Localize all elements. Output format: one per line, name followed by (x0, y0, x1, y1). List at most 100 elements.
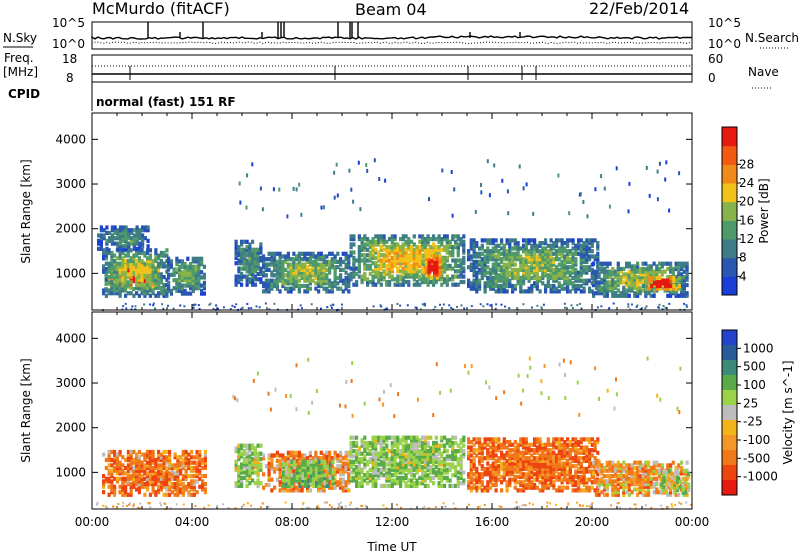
data-cell (489, 472, 493, 477)
data-cell (344, 464, 348, 469)
data-cell (355, 457, 359, 462)
data-cell (339, 259, 343, 264)
data-cell (502, 275, 506, 281)
data-cell (560, 259, 564, 264)
data-cell (393, 462, 397, 467)
data-cell (278, 275, 282, 281)
data-cell (594, 275, 598, 280)
data-cell (655, 286, 659, 291)
data-cell (175, 280, 179, 285)
data-cell (253, 255, 257, 260)
data-cell (267, 453, 271, 458)
data-cell (178, 272, 182, 277)
data-cell (363, 478, 367, 483)
data-cell (451, 253, 455, 258)
data-cell (508, 254, 512, 259)
data-cell (489, 477, 493, 482)
data-cell (355, 470, 359, 475)
data-cell (374, 239, 378, 244)
data-cell (322, 453, 326, 458)
data-cell (320, 475, 324, 480)
data-cell (197, 278, 201, 283)
data-cell (682, 269, 686, 274)
data-cell (508, 458, 512, 463)
data-cell (511, 259, 515, 264)
data-cell (336, 480, 340, 485)
data-cell (462, 481, 466, 486)
data-cell (140, 484, 144, 489)
data-cell (519, 281, 523, 286)
data-cell (303, 273, 307, 278)
data-cell (360, 245, 364, 250)
data-cell (328, 450, 332, 455)
data-cell (113, 492, 117, 497)
ground-cell (212, 308, 215, 311)
ground-cell (563, 302, 566, 305)
data-cell (295, 267, 299, 272)
data-cell (574, 262, 578, 267)
data-cell (377, 435, 381, 440)
data-cell (281, 270, 285, 275)
data-cell (118, 490, 122, 495)
data-cell (176, 484, 180, 489)
data-cell (478, 254, 482, 259)
data-cell (412, 449, 416, 454)
data-cell (437, 457, 441, 462)
data-cell (371, 451, 375, 456)
data-cell (410, 435, 414, 440)
data-cell (176, 468, 180, 473)
data-cell (303, 254, 307, 259)
data-cell (426, 462, 430, 467)
data-cell (251, 465, 255, 470)
data-cell (592, 275, 596, 280)
data-cell (549, 265, 553, 270)
data-cell (491, 464, 495, 469)
data-cell (195, 449, 199, 455)
data-cell (151, 272, 155, 277)
data-cell (513, 469, 517, 474)
data-cell (524, 243, 528, 248)
data-cell (137, 490, 141, 495)
data-cell (330, 283, 334, 289)
data-cell (253, 462, 257, 467)
data-cell (393, 258, 397, 263)
data-cell (571, 275, 575, 281)
data-cell (165, 248, 169, 253)
data-cell (278, 453, 282, 458)
data-cell (154, 250, 158, 256)
data-cell (429, 467, 433, 472)
data-cell (677, 286, 681, 291)
data-cell (459, 470, 463, 475)
data-cell (412, 454, 416, 459)
data-cell (538, 262, 542, 267)
data-cell (505, 238, 509, 243)
scatter-cell (239, 200, 242, 205)
data-cell (491, 238, 495, 243)
data-cell (157, 253, 161, 258)
data-cell (124, 457, 128, 463)
ground-cell (627, 305, 630, 308)
data-cell (143, 261, 147, 266)
data-cell (475, 251, 479, 256)
data-cell (685, 277, 689, 282)
data-cell (508, 477, 512, 482)
data-cell (390, 277, 394, 282)
data-cell (592, 283, 596, 288)
data-cell (270, 458, 274, 463)
data-cell (423, 478, 427, 483)
data-cell (404, 483, 408, 488)
data-cell (412, 234, 416, 239)
data-cell (186, 278, 190, 283)
data-cell (176, 476, 180, 481)
data-cell (295, 453, 299, 458)
data-cell (647, 283, 651, 288)
data-cell (574, 275, 578, 281)
data-cell (192, 474, 196, 479)
data-cell (339, 469, 343, 474)
data-cell (137, 269, 141, 274)
scatter-cell (658, 161, 661, 166)
data-cell (165, 487, 169, 492)
data-cell (451, 446, 455, 451)
data-cell (115, 275, 119, 280)
